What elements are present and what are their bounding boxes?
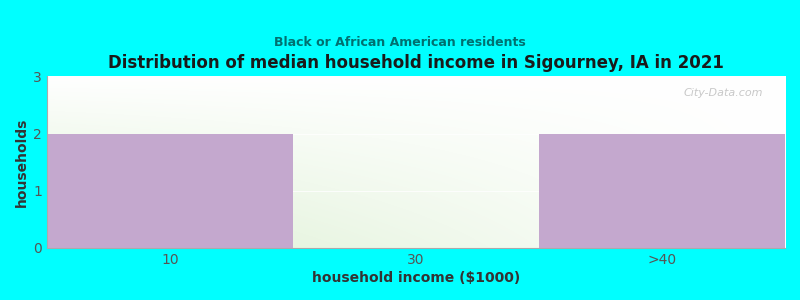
Text: Black or African American residents: Black or African American residents — [274, 36, 526, 49]
Bar — [47, 134, 293, 248]
Bar — [539, 134, 785, 248]
Text: City-Data.com: City-Data.com — [683, 88, 763, 98]
X-axis label: household income ($1000): household income ($1000) — [312, 271, 520, 285]
Y-axis label: households: households — [15, 118, 29, 207]
Title: Distribution of median household income in Sigourney, IA in 2021: Distribution of median household income … — [108, 54, 724, 72]
